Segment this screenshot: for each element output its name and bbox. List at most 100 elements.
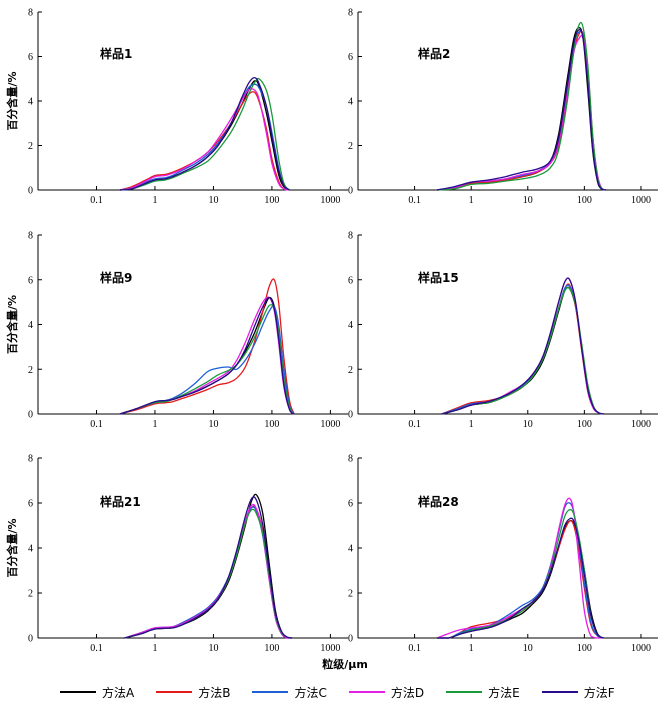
panel-6-x-tick-label: 1	[469, 643, 474, 654]
panel-2-x-tick-label: 10	[523, 195, 533, 206]
panel-4-series-方法E	[441, 286, 604, 415]
panel-4-series-方法B	[441, 283, 604, 415]
panel-4-y-tick-label: 6	[348, 275, 353, 286]
panel-6-series-方法C	[437, 502, 604, 639]
panel-1-series-方法F	[119, 76, 290, 191]
panel-3-x-tick-label: 0.1	[90, 419, 103, 430]
panel-6-y-tick-label: 6	[348, 499, 353, 510]
panel-1-series-方法B	[119, 91, 290, 191]
panel-3-y-tick-label: 8	[28, 231, 33, 242]
panel-4-series-方法D	[441, 277, 604, 415]
panel-3-x-tick-label: 1000	[320, 419, 340, 430]
panel-4-y-tick-label: 2	[348, 365, 353, 376]
legend-swatch-c	[252, 691, 289, 693]
panel-2-series-方法E	[437, 21, 607, 191]
panel-5-x-tick-label: 1000	[320, 643, 340, 654]
panel-5-y-tick-label: 0	[28, 634, 33, 645]
panel-1-x-tick-label: 0.1	[90, 195, 103, 206]
panel-3-y-tick-label: 6	[28, 275, 33, 286]
panel-2-series-方法F	[436, 28, 607, 191]
panel-1-x-tick-label: 1	[152, 195, 157, 206]
panel-2-series-方法A	[437, 26, 607, 191]
legend-label-a: 方法A	[102, 685, 135, 700]
panel-6-y-tick-label: 2	[348, 589, 353, 600]
panel-6-title: 样品28	[418, 494, 459, 509]
panel-5-series-方法F	[124, 496, 293, 639]
panel-3-y-tick-label: 0	[28, 410, 33, 421]
panel-3-title: 样品9	[100, 270, 132, 285]
panel-3-y-tick-label: 2	[28, 365, 33, 376]
panel-1-x-tick-label: 100	[264, 195, 279, 206]
panel-3-y-tick-label: 4	[28, 320, 33, 331]
legend-label-e: 方法E	[488, 685, 520, 700]
panel-6-y-tick-label: 4	[348, 544, 353, 555]
panel-2-series-方法B	[437, 30, 607, 191]
panel-1-y-tick-label: 0	[28, 186, 33, 197]
panel-4-x-tick-label: 0.1	[408, 419, 421, 430]
panel-6-x-tick-label: 1000	[631, 643, 651, 654]
panel-3-series-方法F	[119, 296, 295, 415]
panel-1-y-tick-label: 4	[28, 97, 33, 108]
panel-4-x-tick-label: 10	[523, 419, 533, 430]
panel-1-series-方法D	[119, 87, 290, 191]
panel-2-x-tick-label: 0.1	[408, 195, 421, 206]
panel-4-y-tick-label: 0	[348, 410, 353, 421]
panel-2-x-tick-label: 1000	[631, 195, 651, 206]
legend-label-d: 方法D	[390, 685, 425, 700]
panel-6-y-tick-label: 8	[348, 454, 353, 465]
legend-label-c: 方法C	[294, 685, 327, 700]
panel-6-y-tick-label: 0	[348, 634, 353, 645]
panel-5-y-tick-label: 2	[28, 589, 33, 600]
panel-2-y-tick-label: 4	[348, 97, 353, 108]
panel-1-series-方法C	[119, 83, 290, 191]
panel-6-series-方法F	[437, 517, 605, 639]
legend-item-f: 方法F	[541, 684, 615, 701]
panel-3-series-方法B	[119, 278, 295, 415]
panel-5-y-tick-label: 8	[28, 454, 33, 465]
panel-4-x-tick-label: 1	[469, 419, 474, 430]
panel-3-x-tick-label: 1	[152, 419, 157, 430]
panel-3-series-方法E	[119, 304, 295, 415]
panel-5-series-方法C	[124, 506, 292, 639]
panel-3-y-label: 百分含量/%	[5, 295, 19, 354]
panel-3-series-方法A	[119, 296, 295, 415]
panel-4-x-tick-label: 100	[577, 419, 592, 430]
legend-item-d: 方法D	[348, 684, 425, 701]
panel-2-y-tick-label: 8	[348, 8, 353, 19]
panel-5-title: 样品21	[100, 494, 141, 509]
panel-6-x-tick-label: 0.1	[408, 643, 421, 654]
x-axis-label: 粒级/μm	[322, 657, 368, 671]
legend-swatch-e	[446, 691, 483, 693]
legend: 方法A 方法B 方法C 方法D 方法E 方法F	[60, 682, 660, 702]
panel-2-y-tick-label: 2	[348, 141, 353, 152]
panel-4-series-方法C	[441, 284, 604, 415]
panel-2-title: 样品2	[418, 46, 450, 61]
panel-1-series-方法E	[119, 77, 291, 191]
panel-6-series-方法D	[436, 497, 604, 639]
panel-2-y-tick-label: 0	[348, 186, 353, 197]
panel-2-x-tick-label: 100	[577, 195, 592, 206]
panel-3-series-方法D	[119, 296, 295, 415]
panel-4-y-tick-label: 8	[348, 231, 353, 242]
panel-3-series-方法C	[119, 305, 295, 415]
panel-1-x-tick-label: 10	[208, 195, 218, 206]
panel-1-y-label: 百分含量/%	[5, 71, 19, 130]
panel-4-y-tick-label: 4	[348, 320, 353, 331]
panel-5-x-tick-label: 10	[208, 643, 218, 654]
panel-3-x-tick-label: 100	[264, 419, 279, 430]
panel-5-x-tick-label: 100	[264, 643, 279, 654]
panel-5-y-tick-label: 6	[28, 499, 33, 510]
legend-swatch-b	[156, 691, 193, 693]
panel-1-x-tick-label: 1000	[320, 195, 340, 206]
panel-6-x-tick-label: 10	[523, 643, 533, 654]
panel-1-y-tick-label: 2	[28, 141, 33, 152]
panel-6-series-方法E	[437, 509, 605, 639]
panel-5-series-方法D	[124, 503, 292, 639]
panel-5-y-tick-label: 4	[28, 544, 33, 555]
legend-swatch-f	[541, 691, 578, 693]
panel-4-series-方法A	[441, 286, 604, 415]
legend-label-f: 方法F	[583, 685, 615, 700]
legend-item-b: 方法B	[156, 684, 230, 701]
panel-2-series-方法C	[437, 30, 607, 191]
